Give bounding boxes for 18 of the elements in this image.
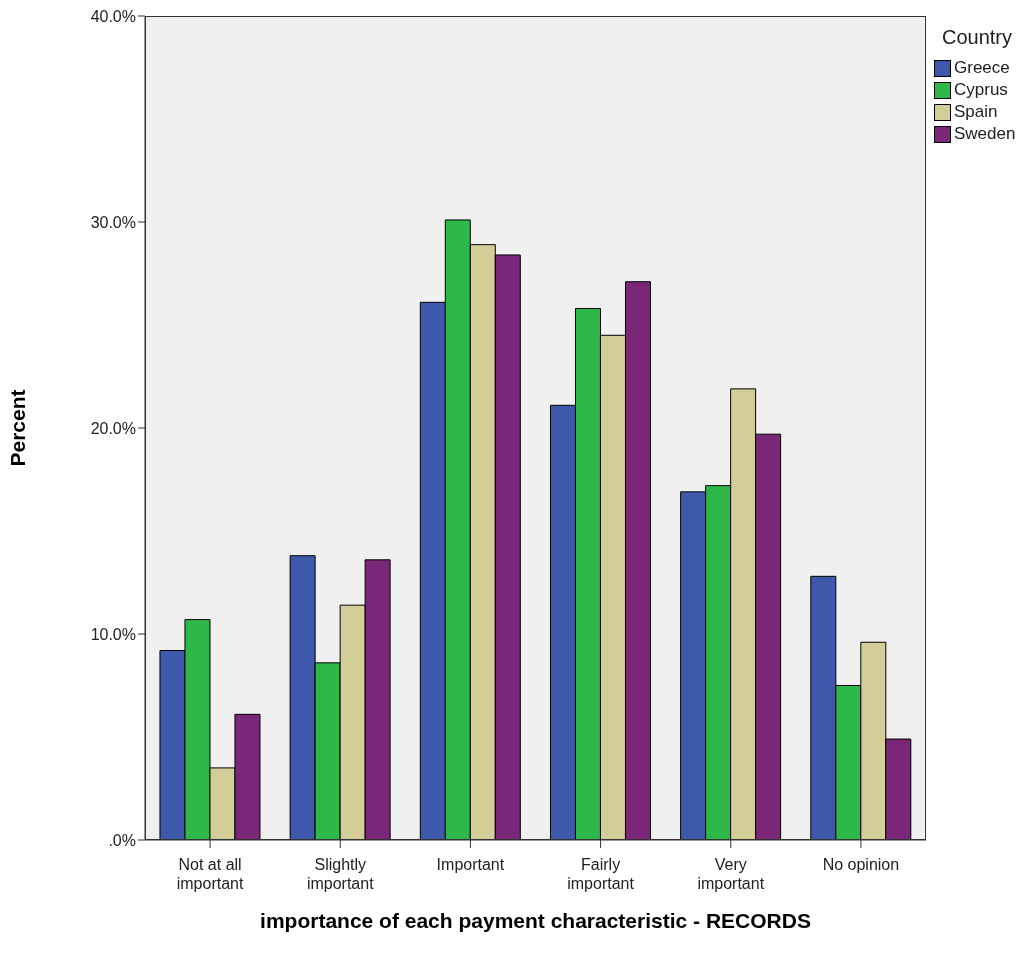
y-axis-title: Percent	[6, 389, 30, 467]
y-tick-label: 10.0%	[90, 625, 136, 643]
legend-title: Country	[942, 26, 1014, 49]
y-tick-label: 40.0%	[90, 7, 136, 25]
legend-label: Greece	[954, 58, 1010, 78]
x-tick-label: Very important	[697, 856, 765, 892]
y-tick-label: 20.0%	[90, 419, 136, 437]
x-tick-label: Fairly important	[567, 856, 635, 892]
x-axis-title: importance of each payment characteristic - RECORDS	[259, 909, 812, 932]
legend-label: Sweden	[954, 124, 1016, 144]
y-tick-label: .0%	[108, 831, 136, 849]
y-tick-label: 30.0%	[90, 213, 136, 231]
legend-label: Cyprus	[954, 80, 1008, 100]
x-tick-label: Important	[436, 856, 505, 873]
x-tick-label: Slightly important	[306, 856, 375, 892]
x-tick-label: Not at all important	[176, 856, 244, 892]
legend-label: Spain	[954, 102, 998, 122]
x-tick-label: No opinion	[822, 856, 900, 873]
